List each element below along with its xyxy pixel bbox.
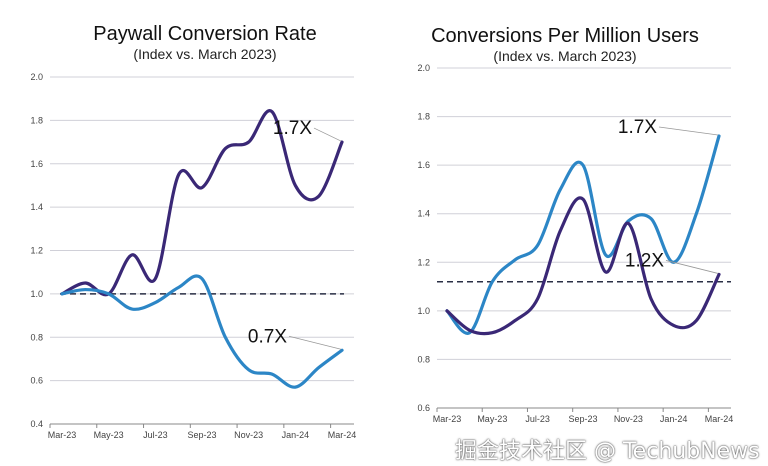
end-label-leader (658, 126, 719, 136)
y-tick-label: 0.6 (30, 376, 43, 386)
chart2-title: Conversions Per Million Users (431, 25, 699, 47)
x-tick-label: Jan-24 (282, 430, 310, 440)
y-tick-label: 1.8 (417, 112, 430, 122)
end-label-leader (288, 335, 342, 350)
x-tick-label: Mar-23 (433, 414, 462, 424)
end-label-leader (313, 127, 342, 142)
y-tick-label: 0.4 (30, 419, 43, 429)
end-label: 1.7X (618, 117, 657, 138)
end-label: 0.7X (248, 326, 287, 347)
x-tick-label: Jan-24 (660, 414, 688, 424)
y-tick-label: 1.2 (417, 257, 430, 267)
x-tick-label: May-23 (94, 430, 124, 440)
x-tick-label: Nov-23 (614, 414, 643, 424)
y-tick-label: 1.6 (417, 160, 430, 170)
chart1-subtitle: (Index vs. March 2023) (133, 46, 277, 62)
y-tick-label: 1.8 (30, 115, 43, 125)
end-label-leader (665, 260, 719, 274)
y-tick-label: 0.8 (417, 354, 430, 364)
chart1-title: Paywall Conversion Rate (93, 23, 317, 45)
series-line-blue (60, 274, 344, 389)
watermark: 掘金技术社区 @ TechubNews (455, 439, 760, 464)
y-tick-label: 2.0 (417, 63, 430, 73)
y-tick-label: 0.8 (30, 332, 43, 342)
chart2-subtitle: (Index vs. March 2023) (493, 48, 637, 64)
series-line-purple (445, 196, 721, 336)
x-tick-label: Jul-23 (525, 414, 550, 424)
y-tick-label: 1.2 (30, 246, 43, 256)
x-tick-label: Mar-24 (328, 430, 357, 440)
x-tick-label: Mar-24 (705, 414, 734, 424)
y-tick-label: 0.6 (417, 403, 430, 413)
y-tick-label: 1.0 (417, 306, 430, 316)
x-tick-label: Mar-23 (48, 430, 77, 440)
y-tick-label: 1.4 (30, 202, 43, 212)
x-tick-label: Jul-23 (143, 430, 168, 440)
x-tick-label: Nov-23 (234, 430, 263, 440)
y-tick-label: 2.0 (30, 72, 43, 82)
x-tick-label: Sep-23 (568, 414, 597, 424)
y-tick-label: 1.0 (30, 289, 43, 299)
x-tick-label: Sep-23 (187, 430, 216, 440)
x-tick-label: May-23 (477, 414, 507, 424)
end-label: 1.2X (625, 250, 664, 271)
y-tick-label: 1.6 (30, 159, 43, 169)
y-tick-label: 1.4 (417, 209, 430, 219)
end-label: 1.7X (273, 118, 312, 139)
